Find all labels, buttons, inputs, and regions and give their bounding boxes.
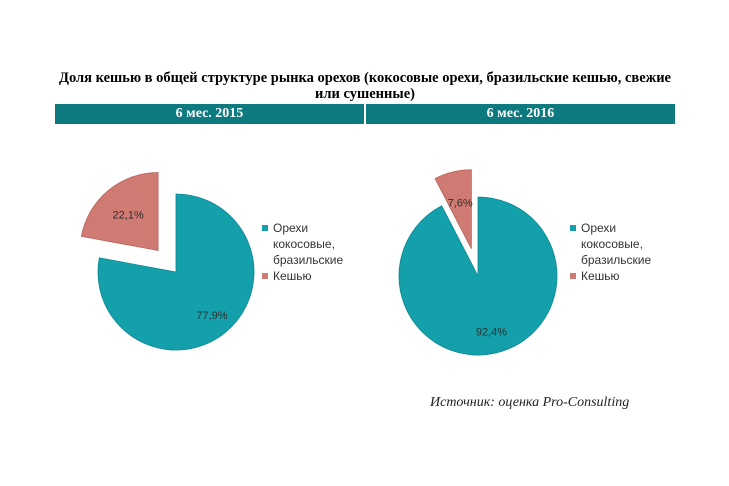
legend-label-nuts: Орехи (581, 221, 616, 235)
pie2-slice-cashew (434, 169, 472, 249)
pie1-label-cashew: 22,1% (113, 210, 144, 222)
period-separator (364, 104, 366, 124)
legend-label-nuts: бразильские (273, 253, 343, 267)
pie1-legend: Орехи кокосовые, бразильские Кешью (262, 221, 343, 283)
legend-label-nuts: бразильские (581, 253, 651, 267)
pie2-label-nuts: 92,4% (476, 326, 507, 338)
pie2-slice-nuts (398, 196, 558, 356)
legend-marker-nuts (570, 225, 576, 231)
source-note: Источник: оценка Pro-Consulting (430, 395, 630, 410)
pie2-legend: Орехи кокосовые, бразильские Кешью (570, 221, 651, 283)
legend-label-cashew: Кешью (273, 269, 312, 283)
period-2016-label: 6 мес. 2016 (486, 106, 555, 121)
pie1-slice-nuts (97, 193, 255, 351)
legend-label-cashew: Кешью (581, 269, 620, 283)
legend-marker-cashew (262, 273, 268, 279)
legend-label-nuts: Орехи (273, 221, 308, 235)
legend-label-nuts: кокосовые, (581, 237, 643, 251)
pie1-label-nuts: 77,9% (196, 310, 227, 322)
pie1-slice-cashew (80, 172, 159, 251)
legend-label-nuts: кокосовые, (273, 237, 335, 251)
period-band: 6 мес. 2015 6 мес. 2016 (55, 104, 675, 124)
period-2015-label: 6 мес. 2015 (175, 106, 244, 121)
chart-title: Доля кешью в общей структуре рынка орехо… (58, 70, 671, 102)
legend-marker-cashew (570, 273, 576, 279)
legend-marker-nuts (262, 225, 268, 231)
pie2-label-cashew: 7,6% (448, 198, 473, 210)
